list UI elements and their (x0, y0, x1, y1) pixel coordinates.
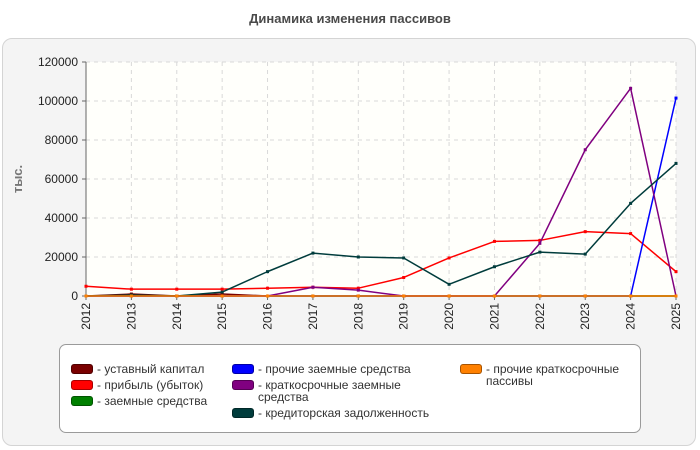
data-point (356, 288, 360, 292)
series-group (84, 86, 678, 298)
x-tick-label: 2016 (261, 303, 275, 330)
x-tick-label: 2020 (442, 303, 456, 330)
data-point (629, 86, 633, 90)
data-point (356, 286, 360, 290)
x-tick-label: 2023 (578, 303, 592, 330)
series-path (85, 230, 677, 290)
data-point (220, 292, 224, 296)
data-point (220, 294, 224, 298)
y-tick-label: 20000 (45, 250, 79, 264)
data-point (447, 282, 451, 286)
legend-label: - прочие заемные средства (258, 362, 411, 376)
legend-label: - прочие краткосрочные пассивы (486, 362, 620, 388)
data-point (402, 256, 406, 260)
data-point (220, 287, 224, 291)
data-point (583, 252, 587, 256)
chart-legend: - уставный капитал - прибыль (убыток) - … (59, 344, 641, 433)
data-point (175, 294, 179, 298)
x-axis-tick-labels: 2012 2013 2014 2015 2016 2017 2018 2019 2020 2021… (79, 303, 683, 330)
data-point (356, 294, 360, 298)
legend-swatch (232, 364, 254, 374)
data-point (266, 286, 270, 290)
data-point (674, 161, 678, 165)
data-point (84, 284, 88, 288)
legend-label: - краткосрочные заемные средства (258, 378, 401, 404)
data-point (538, 250, 542, 254)
series-line (84, 294, 678, 298)
data-point (492, 265, 496, 269)
legend-label: - прибыль (убыток) (97, 378, 204, 392)
data-point (129, 294, 133, 298)
x-tick-label: 2015 (215, 303, 229, 330)
legend-label: - заемные средства (97, 394, 208, 408)
legend-swatch (232, 408, 254, 418)
y-axis-label: тыс. (10, 165, 25, 193)
data-point (674, 270, 678, 274)
x-tick-label: 2013 (124, 303, 138, 330)
data-point (402, 294, 406, 298)
data-point (266, 294, 270, 298)
data-point (492, 294, 496, 298)
data-point (674, 96, 678, 100)
data-point (175, 287, 179, 291)
data-point (583, 294, 587, 298)
legend-swatch (71, 380, 93, 390)
x-tick-label: 2017 (306, 303, 320, 330)
data-point (129, 287, 133, 291)
y-tick-label: 120000 (38, 55, 78, 69)
legend-label: - кредиторская задолженность (258, 406, 430, 420)
series-line (84, 230, 678, 291)
chart-title: Динамика изменения пассивов (249, 11, 451, 26)
data-point (674, 294, 678, 298)
legend-swatch (71, 396, 93, 406)
y-tick-label: 100000 (38, 94, 78, 108)
x-tick-label: 2019 (397, 303, 411, 330)
data-point (583, 148, 587, 152)
x-tick-label: 2024 (624, 303, 638, 330)
x-tick-label: 2022 (533, 303, 547, 330)
data-point (629, 294, 633, 298)
x-tick-label: 2025 (669, 303, 683, 330)
x-tick-label: 2018 (351, 303, 365, 330)
data-point (629, 232, 633, 236)
data-point (311, 251, 315, 255)
legend-label: - уставный капитал (97, 362, 205, 376)
y-tick-label: 0 (71, 289, 78, 303)
data-point (629, 201, 633, 205)
y-tick-label: 60000 (45, 172, 79, 186)
data-point (492, 239, 496, 243)
legend-swatch (232, 380, 254, 390)
data-point (356, 255, 360, 259)
x-tick-label: 2014 (170, 303, 184, 330)
y-tick-label: 80000 (45, 133, 79, 147)
data-point (311, 294, 315, 298)
data-point (266, 270, 270, 274)
data-point (402, 275, 406, 279)
legend-swatch (71, 364, 93, 374)
y-axis-tick-labels: 0 20000 40000 60000 80000 100000 120000 (38, 55, 78, 303)
data-point (447, 256, 451, 260)
x-tick-label: 2012 (79, 303, 93, 330)
data-point (538, 241, 542, 245)
data-point (538, 294, 542, 298)
data-point (447, 294, 451, 298)
y-tick-label: 40000 (45, 211, 79, 225)
x-tick-label: 2021 (487, 303, 501, 330)
data-point (84, 294, 88, 298)
data-point (538, 238, 542, 242)
data-point (220, 290, 224, 294)
data-point (311, 285, 315, 289)
data-point (583, 230, 587, 234)
legend-swatch (460, 364, 482, 374)
